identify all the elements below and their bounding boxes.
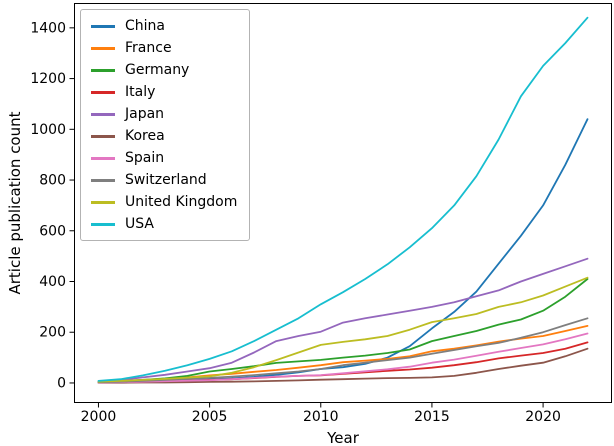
legend-line-swatch-france — [91, 46, 115, 50]
legend-item-italy: Italy — [91, 84, 237, 100]
legend-label-spain: Spain — [125, 150, 165, 166]
legend-label-germany: Germany — [125, 62, 190, 78]
legend-label-united-kingdom: United Kingdom — [125, 194, 238, 210]
x-tick-label: 2000 — [81, 409, 117, 425]
x-tick-label: 2015 — [414, 409, 450, 425]
legend-line-swatch-china — [91, 24, 115, 28]
series-line-usa — [97, 16, 589, 382]
legend-line-swatch-switzerland — [91, 178, 115, 182]
y-tick-label: 800 — [39, 173, 66, 189]
legend-label-china: China — [125, 18, 165, 34]
legend-item-china: China — [91, 18, 237, 34]
legend-line-swatch-japan — [91, 112, 115, 116]
y-axis-title: Article publication count — [6, 111, 24, 295]
legend-label-usa: USA — [125, 216, 154, 232]
series-line-japan — [97, 257, 589, 383]
y-tick-label: 1400 — [30, 20, 66, 36]
legend-line-swatch-united-kingdom — [91, 200, 115, 204]
legend-item-usa: USA — [91, 216, 237, 232]
y-tick-label: 200 — [39, 325, 66, 341]
series-line-korea — [97, 347, 589, 384]
legend-label-korea: Korea — [125, 128, 165, 144]
series-line-switzerland — [97, 317, 589, 384]
legend-line-swatch-italy — [91, 90, 115, 94]
legend-line-swatch-spain — [91, 156, 115, 160]
legend-item-japan: Japan — [91, 106, 237, 122]
legend-item-france: France — [91, 40, 237, 56]
legend-item-united-kingdom: United Kingdom — [91, 194, 237, 210]
legend-item-korea: Korea — [91, 128, 237, 144]
x-tick-label: 2020 — [525, 409, 561, 425]
series-line-germany — [97, 278, 589, 383]
x-tick-label: 2005 — [192, 409, 228, 425]
y-tick-label: 0 — [57, 375, 66, 391]
legend-label-japan: Japan — [125, 106, 165, 122]
legend-item-spain: Spain — [91, 150, 237, 166]
legend-item-germany: Germany — [91, 62, 237, 78]
series-line-united-kingdom — [97, 276, 589, 383]
y-tick-label: 1200 — [30, 71, 66, 87]
x-axis-title: Year — [327, 429, 359, 446]
legend-label-italy: Italy — [125, 84, 156, 100]
legend-line-swatch-germany — [91, 68, 115, 72]
y-tick-label: 600 — [39, 223, 66, 239]
legend-line-swatch-korea — [91, 134, 115, 138]
y-tick-label: 1000 — [30, 122, 66, 138]
legend-label-switzerland: Switzerland — [125, 172, 207, 188]
legend-item-switzerland: Switzerland — [91, 172, 237, 188]
series-line-spain — [97, 332, 589, 384]
x-tick-label: 2010 — [303, 409, 339, 425]
legend: China France Germany Italy Japan Korea Spain Sw… — [80, 9, 251, 241]
y-tick-label: 400 — [39, 274, 66, 290]
legend-line-swatch-usa — [91, 222, 115, 226]
legend-label-france: France — [125, 40, 172, 56]
plot-border — [74, 3, 612, 403]
